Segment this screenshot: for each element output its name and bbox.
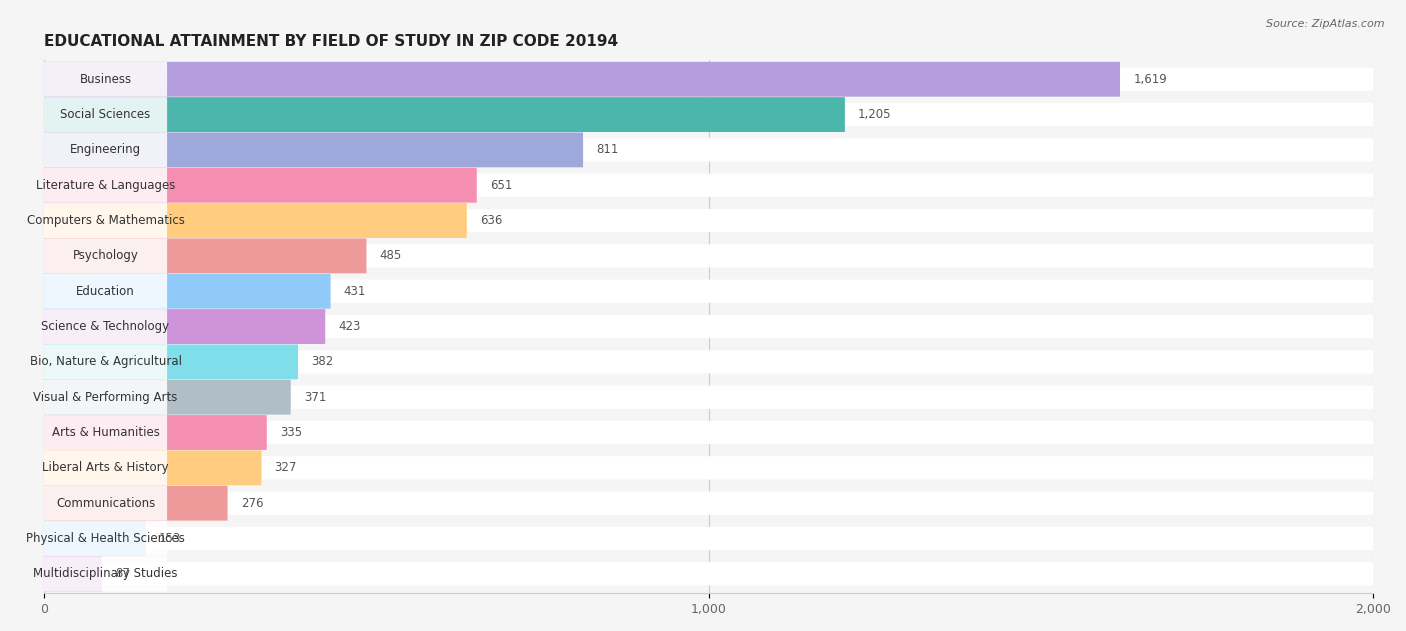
FancyBboxPatch shape bbox=[44, 486, 167, 521]
FancyBboxPatch shape bbox=[44, 415, 167, 450]
FancyBboxPatch shape bbox=[44, 133, 583, 167]
FancyBboxPatch shape bbox=[44, 451, 262, 485]
FancyBboxPatch shape bbox=[44, 203, 467, 238]
FancyBboxPatch shape bbox=[41, 280, 1376, 303]
Text: 485: 485 bbox=[380, 249, 402, 262]
FancyBboxPatch shape bbox=[41, 386, 1376, 409]
FancyBboxPatch shape bbox=[41, 527, 1376, 550]
FancyBboxPatch shape bbox=[44, 486, 228, 521]
Text: Visual & Performing Arts: Visual & Performing Arts bbox=[34, 391, 177, 404]
Text: 636: 636 bbox=[479, 214, 502, 227]
FancyBboxPatch shape bbox=[44, 239, 367, 273]
FancyBboxPatch shape bbox=[41, 421, 1376, 444]
FancyBboxPatch shape bbox=[44, 62, 1121, 97]
Text: Education: Education bbox=[76, 285, 135, 298]
Text: Engineering: Engineering bbox=[70, 143, 141, 156]
FancyBboxPatch shape bbox=[44, 557, 103, 591]
Text: Arts & Humanities: Arts & Humanities bbox=[52, 426, 159, 439]
FancyBboxPatch shape bbox=[41, 315, 1376, 338]
FancyBboxPatch shape bbox=[41, 138, 1376, 162]
Text: 811: 811 bbox=[596, 143, 619, 156]
FancyBboxPatch shape bbox=[44, 62, 167, 97]
FancyBboxPatch shape bbox=[44, 521, 167, 556]
Text: 431: 431 bbox=[343, 285, 366, 298]
FancyBboxPatch shape bbox=[44, 415, 267, 450]
Text: Social Sciences: Social Sciences bbox=[60, 108, 150, 121]
Text: Physical & Health Sciences: Physical & Health Sciences bbox=[27, 532, 186, 545]
Text: 382: 382 bbox=[311, 355, 333, 369]
Text: Liberal Arts & History: Liberal Arts & History bbox=[42, 461, 169, 475]
Text: 1,619: 1,619 bbox=[1133, 73, 1167, 86]
FancyBboxPatch shape bbox=[41, 209, 1376, 232]
Text: 371: 371 bbox=[304, 391, 326, 404]
FancyBboxPatch shape bbox=[41, 456, 1376, 480]
FancyBboxPatch shape bbox=[44, 451, 167, 485]
Text: Business: Business bbox=[80, 73, 132, 86]
FancyBboxPatch shape bbox=[44, 239, 167, 273]
Text: Communications: Communications bbox=[56, 497, 155, 510]
FancyBboxPatch shape bbox=[41, 103, 1376, 126]
FancyBboxPatch shape bbox=[44, 309, 167, 344]
FancyBboxPatch shape bbox=[41, 562, 1376, 586]
FancyBboxPatch shape bbox=[44, 557, 167, 591]
FancyBboxPatch shape bbox=[44, 380, 167, 415]
FancyBboxPatch shape bbox=[41, 244, 1376, 268]
FancyBboxPatch shape bbox=[44, 97, 845, 132]
Text: 276: 276 bbox=[240, 497, 263, 510]
Text: Psychology: Psychology bbox=[73, 249, 138, 262]
Text: Multidisciplinary Studies: Multidisciplinary Studies bbox=[34, 567, 177, 581]
FancyBboxPatch shape bbox=[41, 350, 1376, 374]
Text: 651: 651 bbox=[489, 179, 512, 192]
FancyBboxPatch shape bbox=[44, 345, 167, 379]
FancyBboxPatch shape bbox=[44, 309, 325, 344]
FancyBboxPatch shape bbox=[41, 174, 1376, 197]
FancyBboxPatch shape bbox=[44, 133, 167, 167]
FancyBboxPatch shape bbox=[44, 521, 146, 556]
FancyBboxPatch shape bbox=[44, 203, 167, 238]
Text: Literature & Languages: Literature & Languages bbox=[35, 179, 176, 192]
Text: 87: 87 bbox=[115, 567, 129, 581]
Text: 423: 423 bbox=[339, 320, 361, 333]
Text: Bio, Nature & Agricultural: Bio, Nature & Agricultural bbox=[30, 355, 181, 369]
FancyBboxPatch shape bbox=[41, 68, 1376, 91]
FancyBboxPatch shape bbox=[44, 274, 167, 309]
FancyBboxPatch shape bbox=[44, 168, 167, 203]
Text: 153: 153 bbox=[159, 532, 181, 545]
Text: Computers & Mathematics: Computers & Mathematics bbox=[27, 214, 184, 227]
Text: 335: 335 bbox=[280, 426, 302, 439]
FancyBboxPatch shape bbox=[44, 168, 477, 203]
Text: 327: 327 bbox=[274, 461, 297, 475]
FancyBboxPatch shape bbox=[44, 274, 330, 309]
Text: Science & Technology: Science & Technology bbox=[41, 320, 170, 333]
Text: Source: ZipAtlas.com: Source: ZipAtlas.com bbox=[1267, 19, 1385, 29]
Text: 1,205: 1,205 bbox=[858, 108, 891, 121]
FancyBboxPatch shape bbox=[41, 492, 1376, 515]
FancyBboxPatch shape bbox=[44, 97, 167, 132]
Text: EDUCATIONAL ATTAINMENT BY FIELD OF STUDY IN ZIP CODE 20194: EDUCATIONAL ATTAINMENT BY FIELD OF STUDY… bbox=[44, 34, 619, 49]
FancyBboxPatch shape bbox=[44, 345, 298, 379]
FancyBboxPatch shape bbox=[44, 380, 291, 415]
